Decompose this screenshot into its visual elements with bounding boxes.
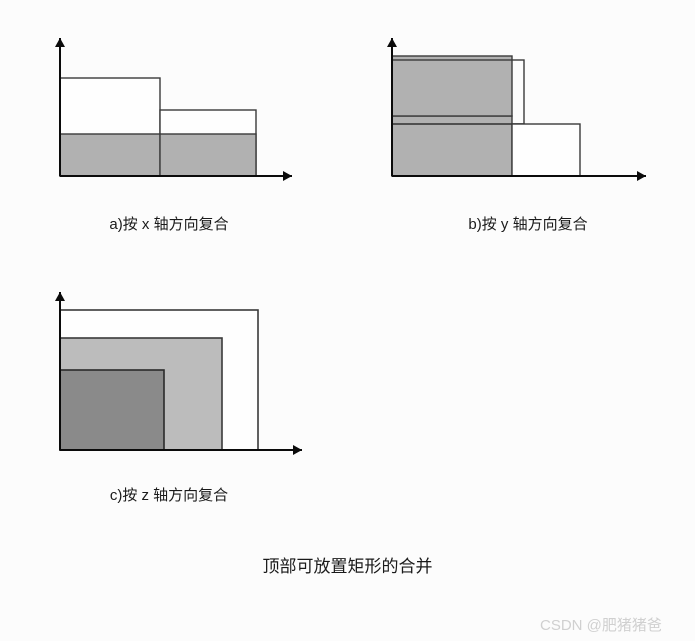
caption-c: c)按 z 轴方向复合 [34,484,304,505]
diagram-c-svg [34,282,314,472]
diagram-a-svg [34,28,304,198]
diagram-b-svg [368,28,658,198]
panel-c: c)按 z 轴方向复合 [34,282,314,477]
footer-title: 顶部可放置矩形的合并 [0,552,695,577]
panel-b: b)按 y 轴方向复合 [368,28,658,203]
caption-b: b)按 y 轴方向复合 [408,213,648,234]
caption-a: a)按 x 轴方向复合 [34,213,304,234]
watermark-text: CSDN @肥猪猪爸 [540,614,662,635]
panel-a: a)按 x 轴方向复合 [34,28,304,203]
